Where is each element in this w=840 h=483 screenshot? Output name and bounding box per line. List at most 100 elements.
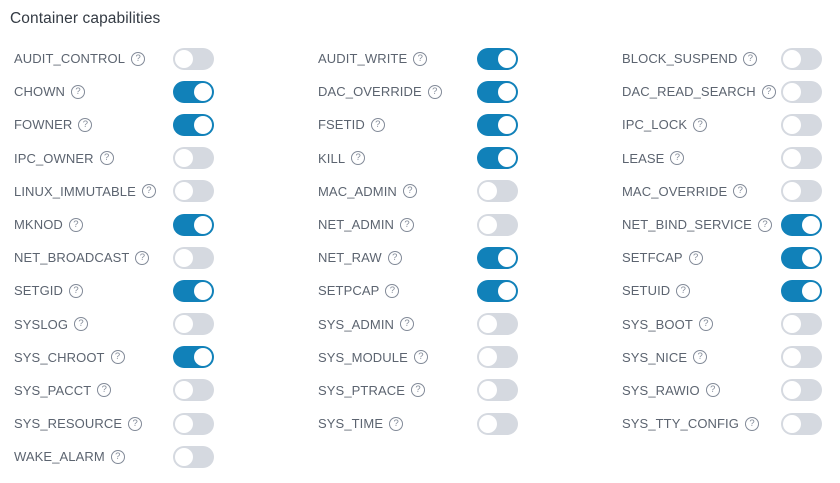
help-icon-sys_nice[interactable]: ?	[693, 350, 708, 365]
capability-label-group: MAC_ADMIN ?	[318, 184, 417, 199]
help-icon-wake_alarm[interactable]: ?	[110, 449, 125, 464]
toggle-audit_control[interactable]	[173, 47, 214, 70]
capability-label: NET_ADMIN	[318, 217, 395, 233]
toggle-ipc_owner[interactable]	[173, 147, 214, 170]
capability-label: AUDIT_CONTROL	[14, 51, 126, 67]
capability-item-syslog: SYSLOG ?	[14, 308, 214, 341]
help-icon-kill[interactable]: ?	[351, 151, 366, 166]
toggle-knob	[175, 447, 193, 466]
help-icon-chown[interactable]: ?	[71, 84, 86, 99]
help-icon-fsetid[interactable]: ?	[370, 117, 385, 132]
toggle-setpcap[interactable]	[477, 279, 518, 302]
toggle-linux_immutable[interactable]	[173, 180, 214, 203]
help-icon-syslog[interactable]: ?	[74, 317, 89, 332]
toggle-dac_override[interactable]	[477, 80, 518, 103]
toggle-sys_rawio[interactable]	[781, 379, 822, 402]
toggle-ipc_lock[interactable]	[781, 113, 822, 136]
toggle-setgid[interactable]	[173, 279, 214, 302]
help-icon-sys_pacct[interactable]: ?	[97, 383, 112, 398]
toggle-lease[interactable]	[781, 147, 822, 170]
capability-item-ipc_owner: IPC_OWNER ?	[14, 142, 214, 175]
capability-item-net_admin: NET_ADMIN ?	[318, 208, 518, 241]
toggle-mac_override[interactable]	[781, 180, 822, 203]
toggle-sys_admin[interactable]	[477, 313, 518, 336]
capability-label-group: SYS_RAWIO ?	[622, 383, 720, 398]
help-icon-sys_module[interactable]: ?	[413, 350, 428, 365]
toggle-sys_nice[interactable]	[781, 346, 822, 369]
toggle-chown[interactable]	[173, 80, 214, 103]
toggle-net_admin[interactable]	[477, 213, 518, 236]
toggle-sys_boot[interactable]	[781, 313, 822, 336]
help-icon-setfcap[interactable]: ?	[688, 250, 703, 265]
toggle-fowner[interactable]	[173, 113, 214, 136]
help-icon-sys_tty_config[interactable]: ?	[744, 416, 759, 431]
help-icon-sys_rawio[interactable]: ?	[705, 383, 720, 398]
help-icon-net_raw[interactable]: ?	[387, 250, 402, 265]
help-icon-setuid[interactable]: ?	[676, 283, 691, 298]
help-icon-audit_write[interactable]: ?	[413, 51, 428, 66]
toggle-sys_ptrace[interactable]	[477, 379, 518, 402]
help-icon-fowner[interactable]: ?	[78, 117, 93, 132]
capability-label-group: NET_ADMIN ?	[318, 217, 415, 233]
help-icon-sys_chroot[interactable]: ?	[110, 350, 125, 365]
toggle-mknod[interactable]	[173, 213, 214, 236]
help-icon-net_bind_service[interactable]: ?	[757, 217, 772, 232]
help-icon-ipc_owner[interactable]: ?	[99, 151, 114, 166]
toggle-setuid[interactable]	[781, 279, 822, 302]
help-icon-setpcap[interactable]: ?	[385, 283, 400, 298]
help-icon-setgid[interactable]: ?	[69, 283, 83, 298]
capability-label-group: NET_BIND_SERVICE ?	[622, 217, 772, 232]
toggle-knob	[783, 149, 801, 168]
toggle-fsetid[interactable]	[477, 113, 518, 136]
capability-label: SYS_NICE	[622, 349, 688, 365]
toggle-block_suspend[interactable]	[781, 47, 822, 70]
toggle-wake_alarm[interactable]	[173, 445, 214, 468]
help-icon-ipc_lock[interactable]: ?	[693, 117, 708, 132]
help-icon-audit_control[interactable]: ?	[131, 51, 146, 66]
toggle-audit_write[interactable]	[477, 47, 518, 70]
toggle-sys_pacct[interactable]	[173, 379, 214, 402]
toggle-sys_chroot[interactable]	[173, 346, 214, 369]
help-icon-sys_resource[interactable]: ?	[128, 416, 143, 431]
toggle-sys_module[interactable]	[477, 346, 518, 369]
capability-label: SETUID	[622, 283, 671, 299]
toggle-knob	[194, 281, 212, 300]
toggle-kill[interactable]	[477, 147, 518, 170]
toggle-net_broadcast[interactable]	[173, 246, 214, 269]
toggle-setfcap[interactable]	[781, 246, 822, 269]
help-icon-linux_immutable[interactable]: ?	[141, 184, 156, 199]
toggle-knob	[783, 381, 801, 400]
help-icon-mknod[interactable]: ?	[68, 217, 83, 232]
toggle-knob	[194, 82, 212, 101]
capability-label: SETPCAP	[318, 283, 380, 299]
toggle-sys_tty_config[interactable]	[781, 412, 822, 435]
help-icon-mac_override[interactable]: ?	[733, 184, 748, 199]
toggle-syslog[interactable]	[173, 313, 214, 336]
help-icon-block_suspend[interactable]: ?	[743, 51, 758, 66]
help-icon-sys_boot[interactable]: ?	[698, 317, 713, 332]
toggle-mac_admin[interactable]	[477, 180, 518, 203]
capability-label: SETFCAP	[622, 250, 683, 266]
toggle-net_raw[interactable]	[477, 246, 518, 269]
toggle-knob	[175, 315, 193, 334]
toggle-knob	[783, 348, 801, 367]
help-icon-mac_admin[interactable]: ?	[402, 184, 417, 199]
capability-label: NET_BIND_SERVICE	[622, 217, 752, 233]
help-icon-sys_time[interactable]: ?	[389, 416, 404, 431]
toggle-net_bind_service[interactable]	[781, 213, 822, 236]
help-icon-net_broadcast[interactable]: ?	[135, 250, 150, 265]
help-icon-dac_read_search[interactable]: ?	[761, 84, 776, 99]
capability-item-mac_admin: MAC_ADMIN ?	[318, 175, 518, 208]
capability-item-dac_override: DAC_OVERRIDE ?	[318, 75, 518, 108]
toggle-sys_resource[interactable]	[173, 412, 214, 435]
toggle-dac_read_search[interactable]	[781, 80, 822, 103]
help-icon-sys_admin[interactable]: ?	[400, 317, 415, 332]
help-icon-sys_ptrace[interactable]: ?	[410, 383, 425, 398]
help-icon-dac_override[interactable]: ?	[427, 84, 442, 99]
capability-label-group: SETFCAP ?	[622, 250, 703, 265]
help-icon-net_admin[interactable]: ?	[400, 217, 415, 232]
toggle-sys_time[interactable]	[477, 412, 518, 435]
help-icon-lease[interactable]: ?	[670, 151, 685, 166]
capability-label: SETGID	[14, 283, 63, 299]
